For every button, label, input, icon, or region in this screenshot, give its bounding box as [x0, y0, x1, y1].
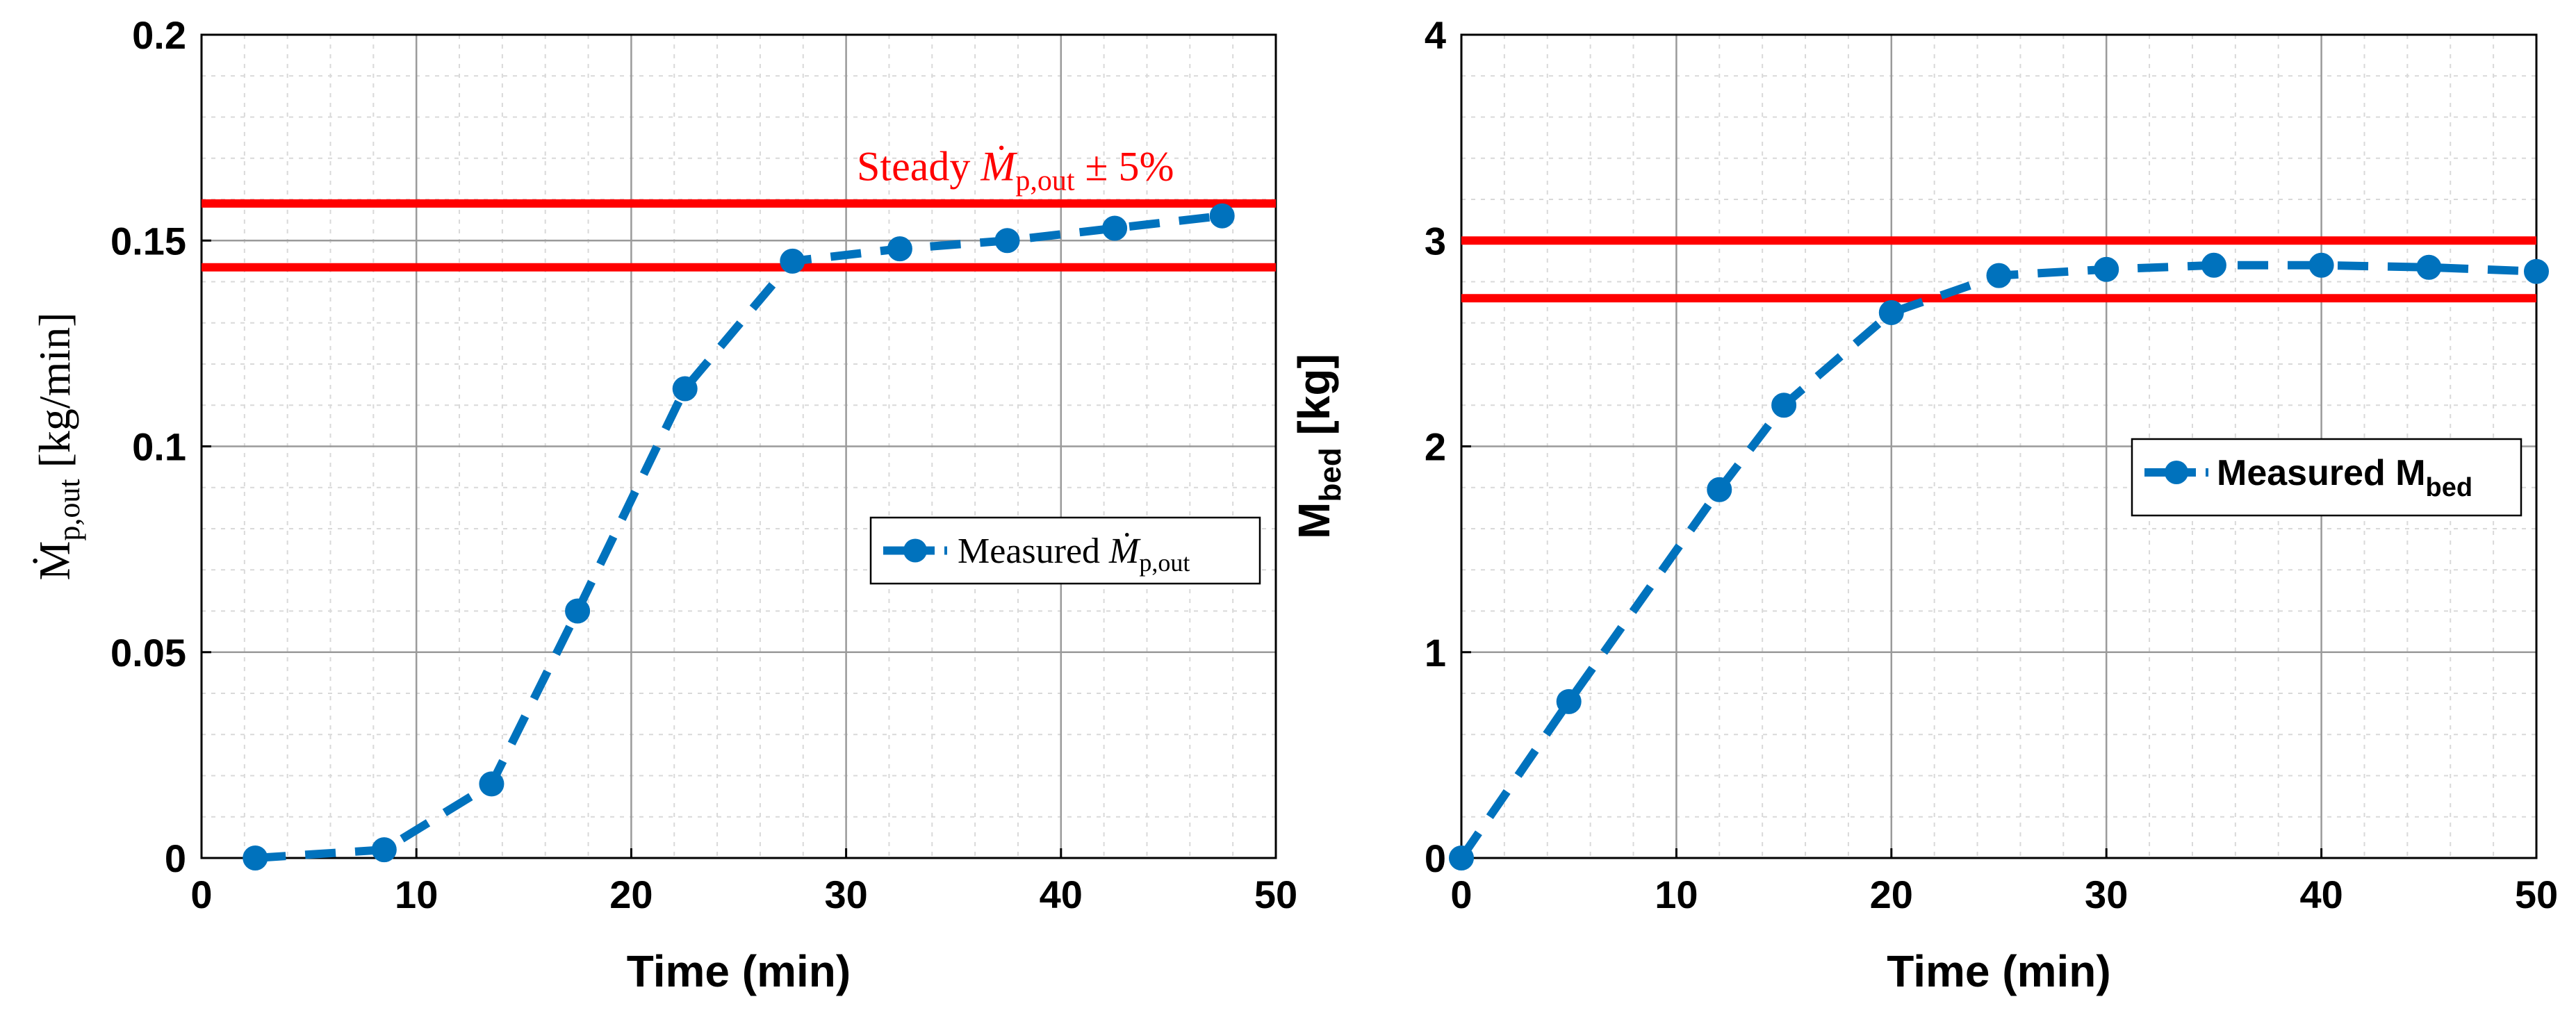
legend-label-text: Measured [958, 531, 1109, 571]
data-point [479, 771, 504, 797]
legend-label-subscript: bed [2426, 473, 2473, 502]
x-tick-label: 20 [609, 873, 653, 916]
legend-label-text: Measured M [2217, 453, 2426, 493]
data-point [2416, 254, 2442, 280]
x-tick-label: 20 [1870, 873, 1913, 916]
x-axis-label: Time (min) [1887, 946, 2110, 996]
data-point [243, 845, 268, 870]
data-point [565, 598, 591, 624]
x-tick-label: 50 [2515, 873, 2558, 916]
y-axis-label-subscript: bed [1313, 447, 1347, 502]
legend-marker [2165, 461, 2188, 484]
x-tick-label: 0 [1450, 873, 1472, 916]
steady-annotation: Steady Ṁp,out ± 5% [857, 144, 1174, 197]
y-tick-label: 0.2 [132, 13, 186, 57]
data-point [1986, 263, 2012, 288]
x-tick-label: 30 [824, 873, 867, 916]
y-axis-label: Mbed [kg] [1289, 354, 1347, 539]
data-point [2094, 256, 2119, 282]
annotation-prefix: Steady [857, 144, 981, 190]
y-tick-label: 4 [1425, 13, 1446, 57]
data-point [371, 837, 397, 863]
x-tick-label: 10 [1655, 873, 1698, 916]
data-point [1102, 215, 1128, 241]
x-tick-label: 0 [190, 873, 212, 916]
y-tick-label: 0.05 [110, 631, 186, 675]
y-axis-label-subscript: p,out [52, 479, 86, 540]
legend-label: Measured Mbed [2217, 453, 2472, 502]
y-axis-label-symbol: Ṁ [30, 541, 79, 581]
y-tick-label: 0.15 [110, 219, 186, 263]
data-point [2308, 252, 2334, 278]
annotation-suffix: ± 5% [1075, 144, 1174, 190]
x-tick-label: 40 [2299, 873, 2343, 916]
y-axis-label-units: [kg/min] [30, 312, 79, 479]
y-axis-label: Ṁp,out [kg/min] [30, 312, 86, 580]
data-point [1556, 688, 1582, 714]
x-tick-label: 30 [2085, 873, 2128, 916]
legend-label-subscript: p,out [1139, 549, 1190, 577]
legend-label-symbol: Ṁ [1108, 531, 1141, 571]
data-point [1449, 845, 1474, 870]
series-line [1458, 261, 2537, 861]
data-point [2524, 258, 2549, 284]
legend-label: Measured Ṁp,out [958, 531, 1190, 577]
legend-marker [903, 538, 927, 563]
x-axis-label: Time (min) [627, 946, 851, 996]
legend-box [869, 516, 1261, 585]
data-point [1209, 203, 1235, 229]
y-axis-label-units: [kg] [1289, 354, 1339, 447]
annotation-subscript: p,out [1015, 165, 1075, 197]
chart-1: 0 10 20 30 40 50 0 0.05 0.1 0.15 0.2 Time (min) Ṁp,o… [30, 13, 1297, 996]
data-point [994, 228, 1020, 254]
series-line [254, 211, 1223, 862]
y-axis-label-symbol: M [1289, 502, 1339, 539]
y-tick-label: 2 [1425, 425, 1446, 469]
data-point [672, 376, 698, 402]
y-tick-label: 1 [1425, 631, 1446, 675]
data-point [780, 248, 805, 274]
y-tick-label: 0.1 [132, 425, 186, 469]
x-tick-label: 40 [1040, 873, 1083, 916]
y-tick-label: 0 [165, 836, 186, 880]
data-point [1707, 477, 1732, 502]
x-tick-label: 10 [395, 873, 438, 916]
data-point [2201, 252, 2226, 278]
chart-2: 0 10 20 30 40 50 0 1 2 3 4 Time (min) Mbed [kg] Measu… [1289, 13, 2558, 996]
legend-box [2131, 438, 2522, 517]
data-point [887, 236, 912, 262]
y-tick-label: 0 [1425, 836, 1446, 880]
x-tick-label: 50 [1254, 873, 1297, 916]
data-point [1771, 393, 1797, 418]
annotation-symbol: Ṁ [980, 144, 1017, 190]
data-point [1878, 299, 1904, 325]
y-tick-label: 3 [1425, 219, 1446, 263]
